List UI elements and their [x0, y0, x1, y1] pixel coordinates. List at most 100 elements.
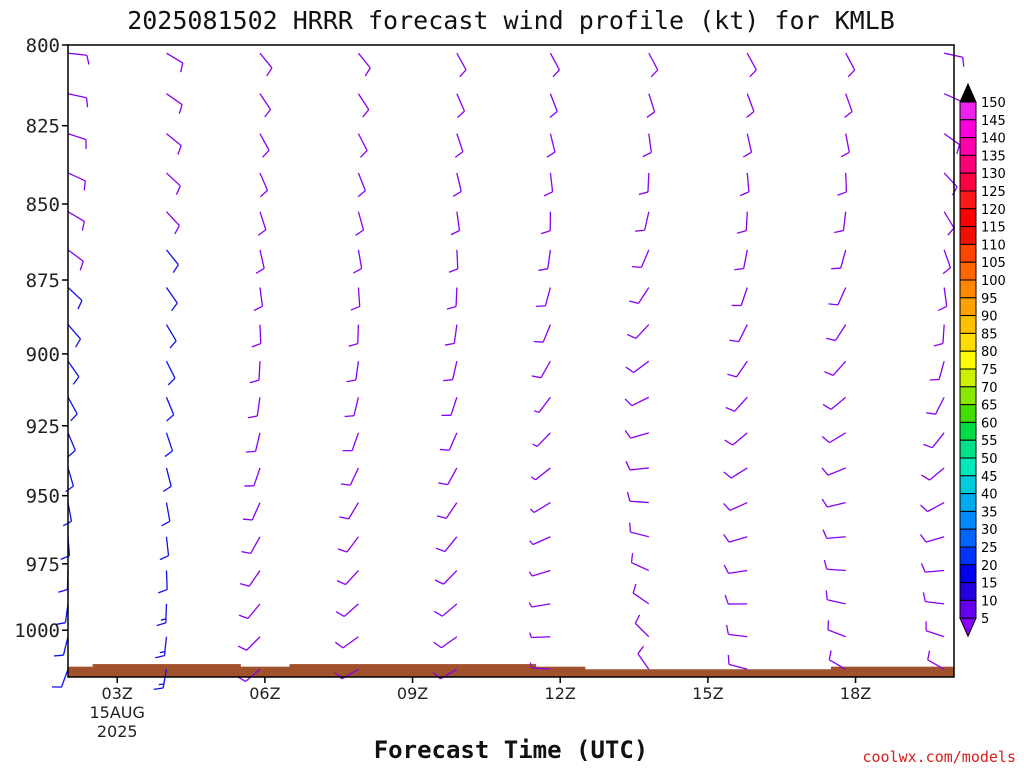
- wind-barb: [255, 249, 265, 274]
- barb-flag: [448, 268, 459, 273]
- barb-flag: [625, 461, 631, 471]
- barb-staff: [845, 133, 850, 153]
- barb-flag: [85, 97, 89, 108]
- wind-barb: [335, 603, 359, 618]
- barb-staff: [357, 133, 368, 151]
- wind-barb: [237, 636, 261, 651]
- barb-staff: [842, 211, 847, 231]
- barb-staff: [67, 360, 80, 378]
- colorbar-swatch: [959, 297, 977, 317]
- y-tick-label: 825: [26, 116, 60, 138]
- barb-flag: [919, 534, 927, 543]
- barb-staff: [845, 172, 848, 192]
- barb-flag: [454, 151, 464, 158]
- barb-staff: [845, 93, 853, 112]
- wind-barb: [350, 287, 361, 311]
- wind-barb: [637, 645, 650, 670]
- barb-staff: [531, 603, 551, 608]
- barb-flag: [156, 622, 167, 627]
- barb-half-flag: [530, 476, 536, 481]
- barb-staff: [345, 570, 359, 585]
- barb-flag: [631, 265, 642, 269]
- terrain-fill: [68, 664, 955, 677]
- barb-staff: [165, 211, 180, 227]
- barb-staff: [259, 172, 269, 191]
- colorbar-label: 20: [981, 559, 998, 574]
- barb-flag: [242, 518, 253, 521]
- plot-frame: [67, 44, 955, 678]
- wind-barb: [648, 52, 659, 78]
- wind-barb: [438, 467, 458, 486]
- barb-flag: [831, 267, 841, 270]
- barb-staff: [736, 360, 748, 378]
- barb-flag: [725, 624, 730, 635]
- barb-flag: [947, 227, 955, 236]
- wind-barb: [828, 650, 847, 670]
- barb-staff: [357, 172, 366, 191]
- wind-barb: [450, 211, 461, 236]
- barb-flag: [926, 412, 936, 415]
- barb-flag: [920, 504, 928, 513]
- barb-flag: [723, 564, 730, 574]
- barb-staff: [60, 669, 69, 688]
- wind-barb: [632, 583, 650, 605]
- barb-staff: [451, 361, 458, 380]
- wind-barb: [352, 249, 363, 274]
- wind-barb: [723, 564, 748, 574]
- barb-flag: [540, 230, 551, 235]
- barb-flag: [942, 267, 951, 275]
- barb-staff: [247, 603, 261, 619]
- wind-barb: [433, 636, 458, 649]
- barb-flag: [629, 300, 639, 305]
- wind-barb: [67, 52, 90, 65]
- barb-staff: [165, 360, 176, 379]
- barb-staff: [729, 501, 748, 511]
- wind-barb: [736, 211, 748, 234]
- barb-flag: [736, 230, 747, 234]
- wind-barb: [165, 211, 180, 235]
- barb-staff: [259, 249, 265, 269]
- barb-flag: [823, 559, 828, 570]
- wind-barb: [67, 172, 86, 191]
- wind-barb: [635, 211, 650, 232]
- barb-staff: [827, 629, 846, 638]
- barb-half-flag: [528, 602, 533, 608]
- barb-staff: [540, 360, 551, 379]
- barb-staff: [728, 569, 748, 574]
- barb-flag: [626, 491, 631, 502]
- barb-flag: [439, 448, 450, 451]
- barb-staff: [943, 287, 948, 307]
- wind-barb: [241, 536, 261, 555]
- barb-flag: [158, 588, 168, 594]
- barb-flag: [79, 261, 84, 271]
- barb-flag: [444, 342, 455, 346]
- barb-staff: [533, 502, 551, 514]
- barb-staff: [349, 467, 359, 486]
- wind-barb: [746, 93, 755, 118]
- wind-barb: [927, 650, 945, 670]
- wind-barb: [646, 93, 656, 118]
- colorbar-swatch: [959, 119, 977, 139]
- colorbar-swatch: [959, 439, 977, 459]
- wind-barb: [336, 570, 359, 586]
- barb-flag: [825, 590, 828, 600]
- barb-staff: [549, 52, 561, 71]
- y-tick-label: 950: [26, 486, 60, 508]
- barb-flag: [725, 406, 735, 412]
- barb-flag: [840, 151, 850, 158]
- wind-barb: [162, 467, 172, 493]
- barb-staff: [165, 249, 179, 266]
- wind-barb: [943, 211, 955, 236]
- barb-staff: [456, 249, 459, 269]
- barb-flag: [546, 151, 556, 158]
- barb-staff: [549, 93, 558, 112]
- wind-barb: [626, 324, 650, 340]
- wind-barb: [159, 536, 170, 561]
- wind-barb: [529, 536, 551, 546]
- barb-flag: [929, 378, 940, 381]
- barb-staff: [738, 324, 748, 342]
- barb-half-flag: [529, 540, 534, 545]
- barb-staff: [837, 287, 847, 306]
- barb-flag: [53, 654, 64, 657]
- barb-staff: [631, 562, 650, 572]
